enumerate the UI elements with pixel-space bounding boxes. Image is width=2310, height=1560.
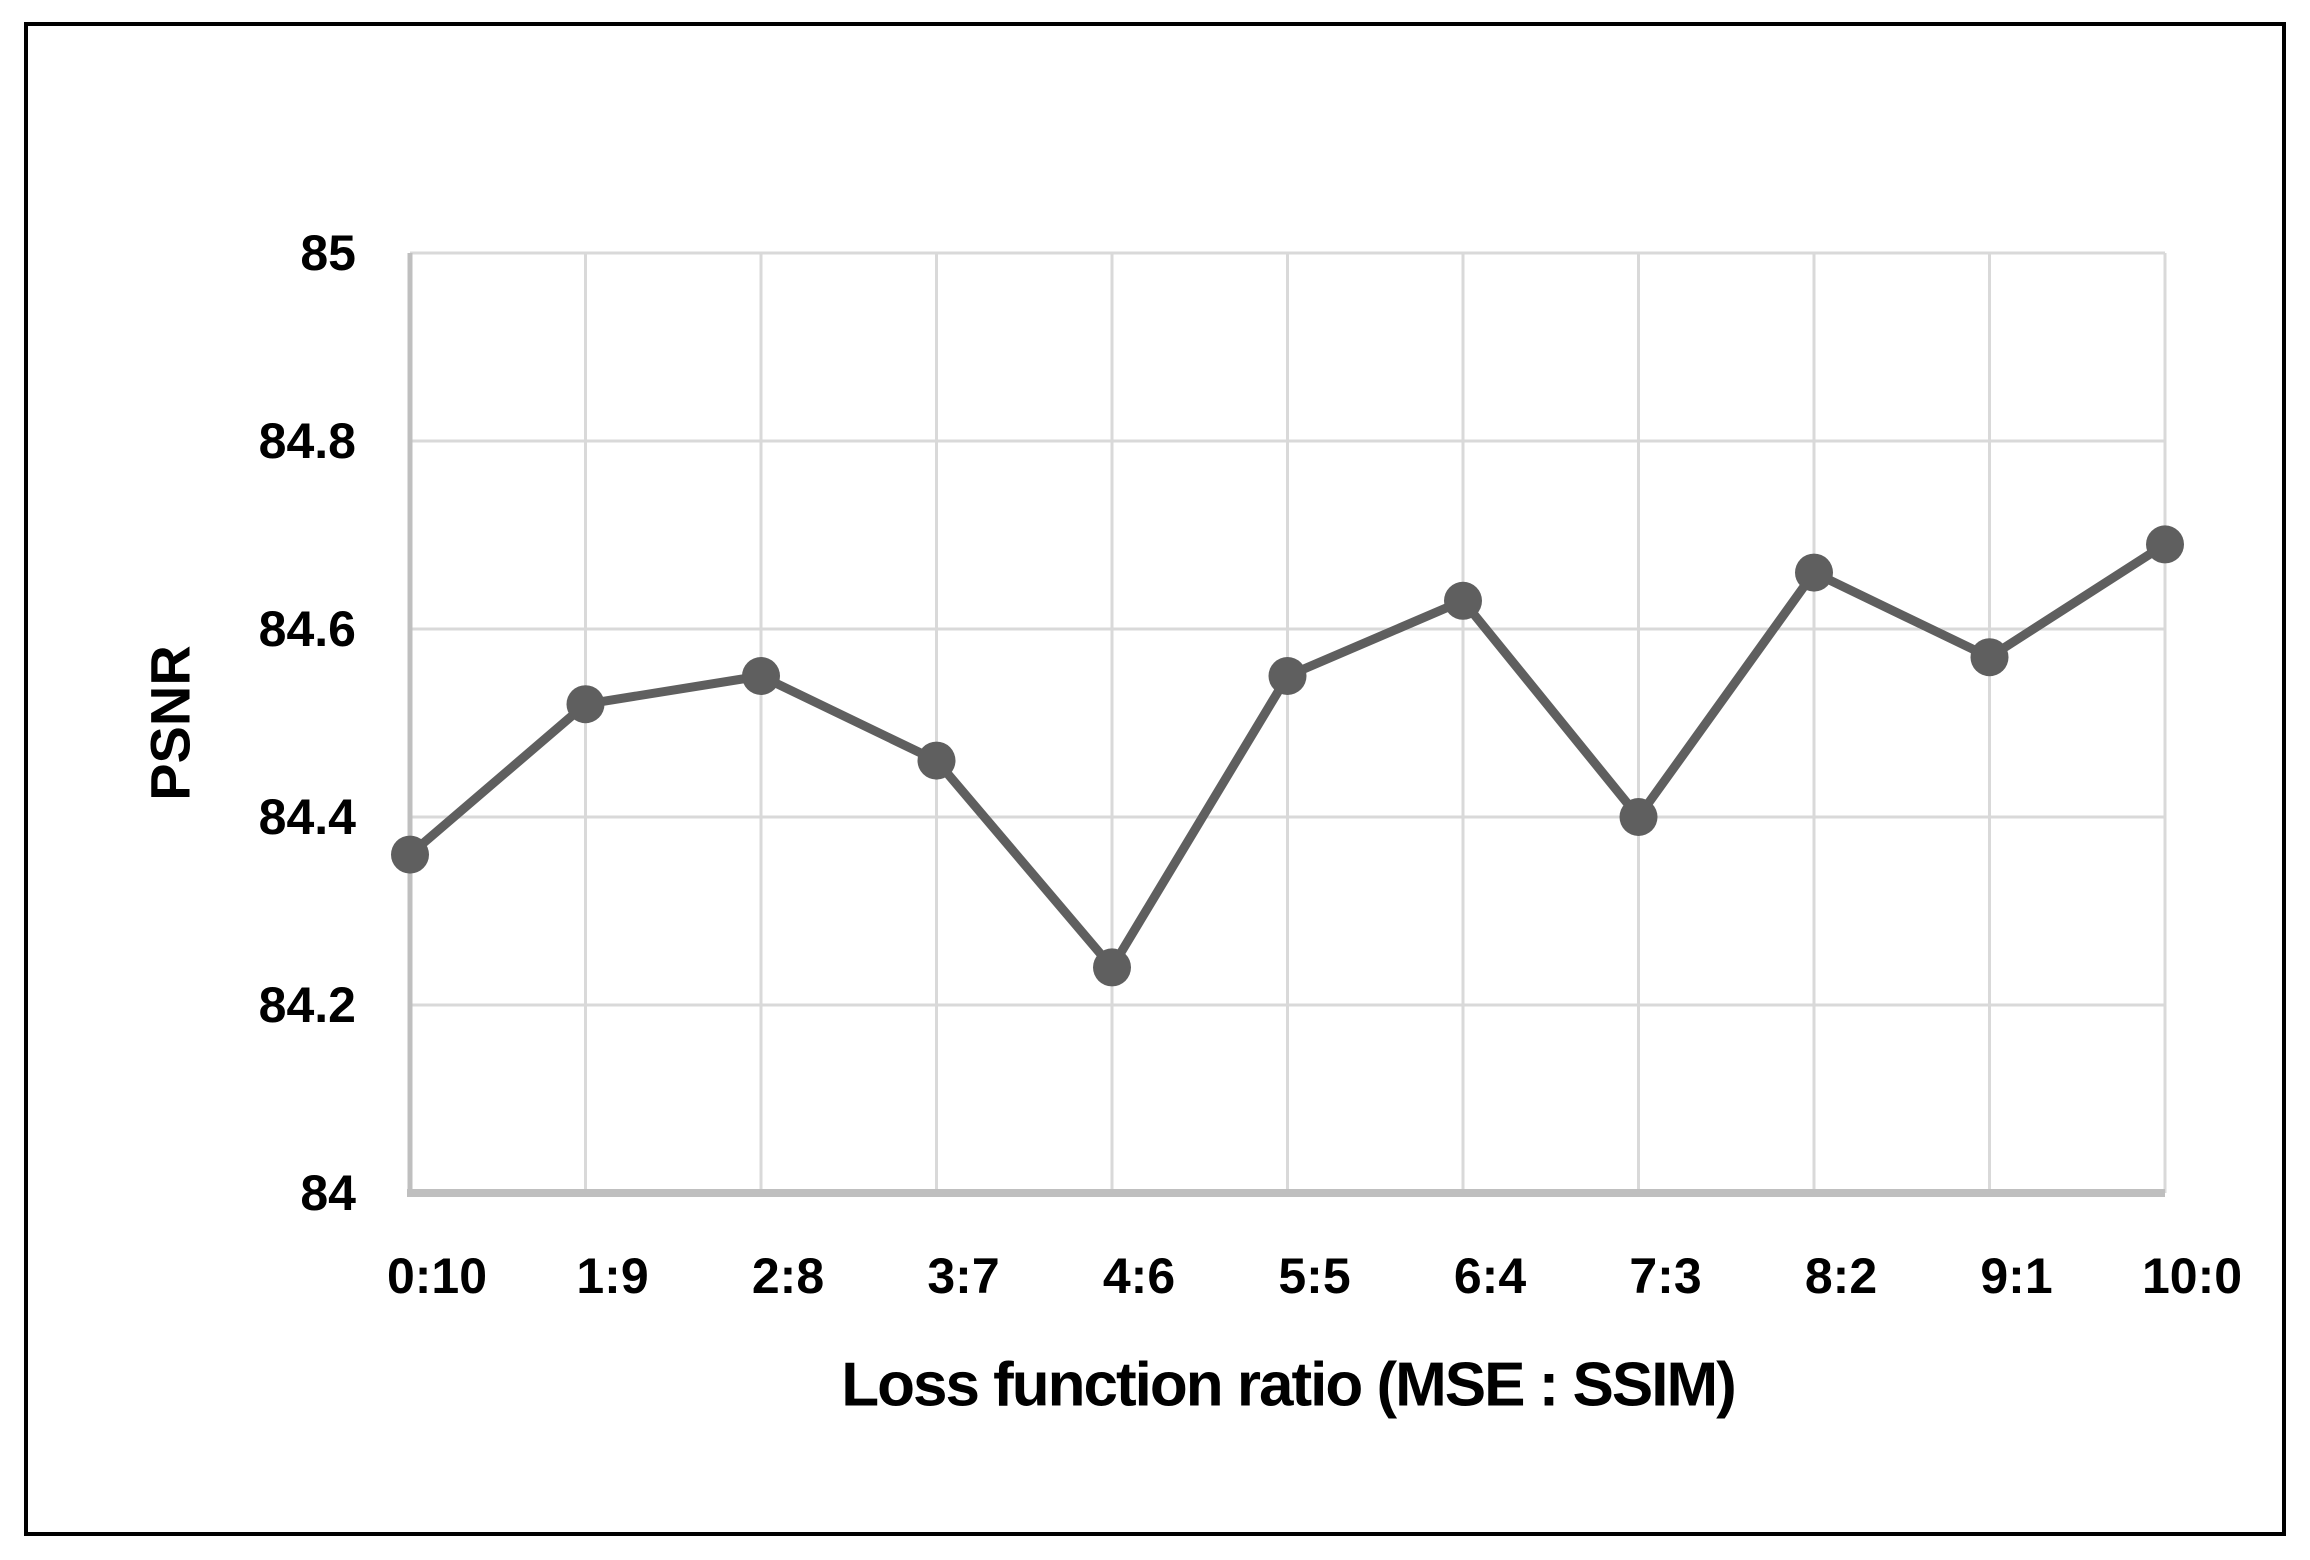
x-axis-title: Loss function ratio (MSE : SSIM) [841,1350,1737,1420]
data-point-marker [1619,798,1658,836]
data-point-marker [1444,581,1482,620]
data-point-marker [1268,657,1307,695]
data-point-marker [742,657,780,695]
data-point-marker [1093,948,1131,987]
y-tick-label: 84 [300,1165,356,1221]
y-tick-label: 84.8 [259,413,356,469]
x-tick-label: 2:8 [752,1248,824,1304]
data-point-marker [391,835,429,874]
y-tick-label: 84.4 [259,789,357,845]
y-tick-label: 84.6 [259,601,356,657]
x-tick-label: 5:5 [1278,1248,1350,1304]
data-point-marker [2146,525,2184,564]
x-tick-label: 7:3 [1629,1248,1701,1304]
x-tick-label: 1:9 [576,1248,648,1304]
data-point-marker [917,741,956,780]
y-axis-title: PSNR [138,645,202,801]
y-tick-label: 85 [300,225,356,281]
y-tick-label: 84.2 [259,977,356,1033]
data-point-marker [1795,553,1833,592]
x-tick-label: 10:0 [2142,1248,2242,1304]
x-tick-label: 4:6 [1103,1248,1175,1304]
x-tick-label: 6:4 [1454,1248,1526,1304]
x-tick-label: 0:10 [387,1248,487,1304]
x-tick-label: 3:7 [927,1248,999,1304]
x-tick-label: 9:1 [1980,1248,2052,1304]
data-point-marker [1970,638,2009,677]
data-point-marker [566,685,605,724]
x-tick-label: 8:2 [1805,1248,1877,1304]
